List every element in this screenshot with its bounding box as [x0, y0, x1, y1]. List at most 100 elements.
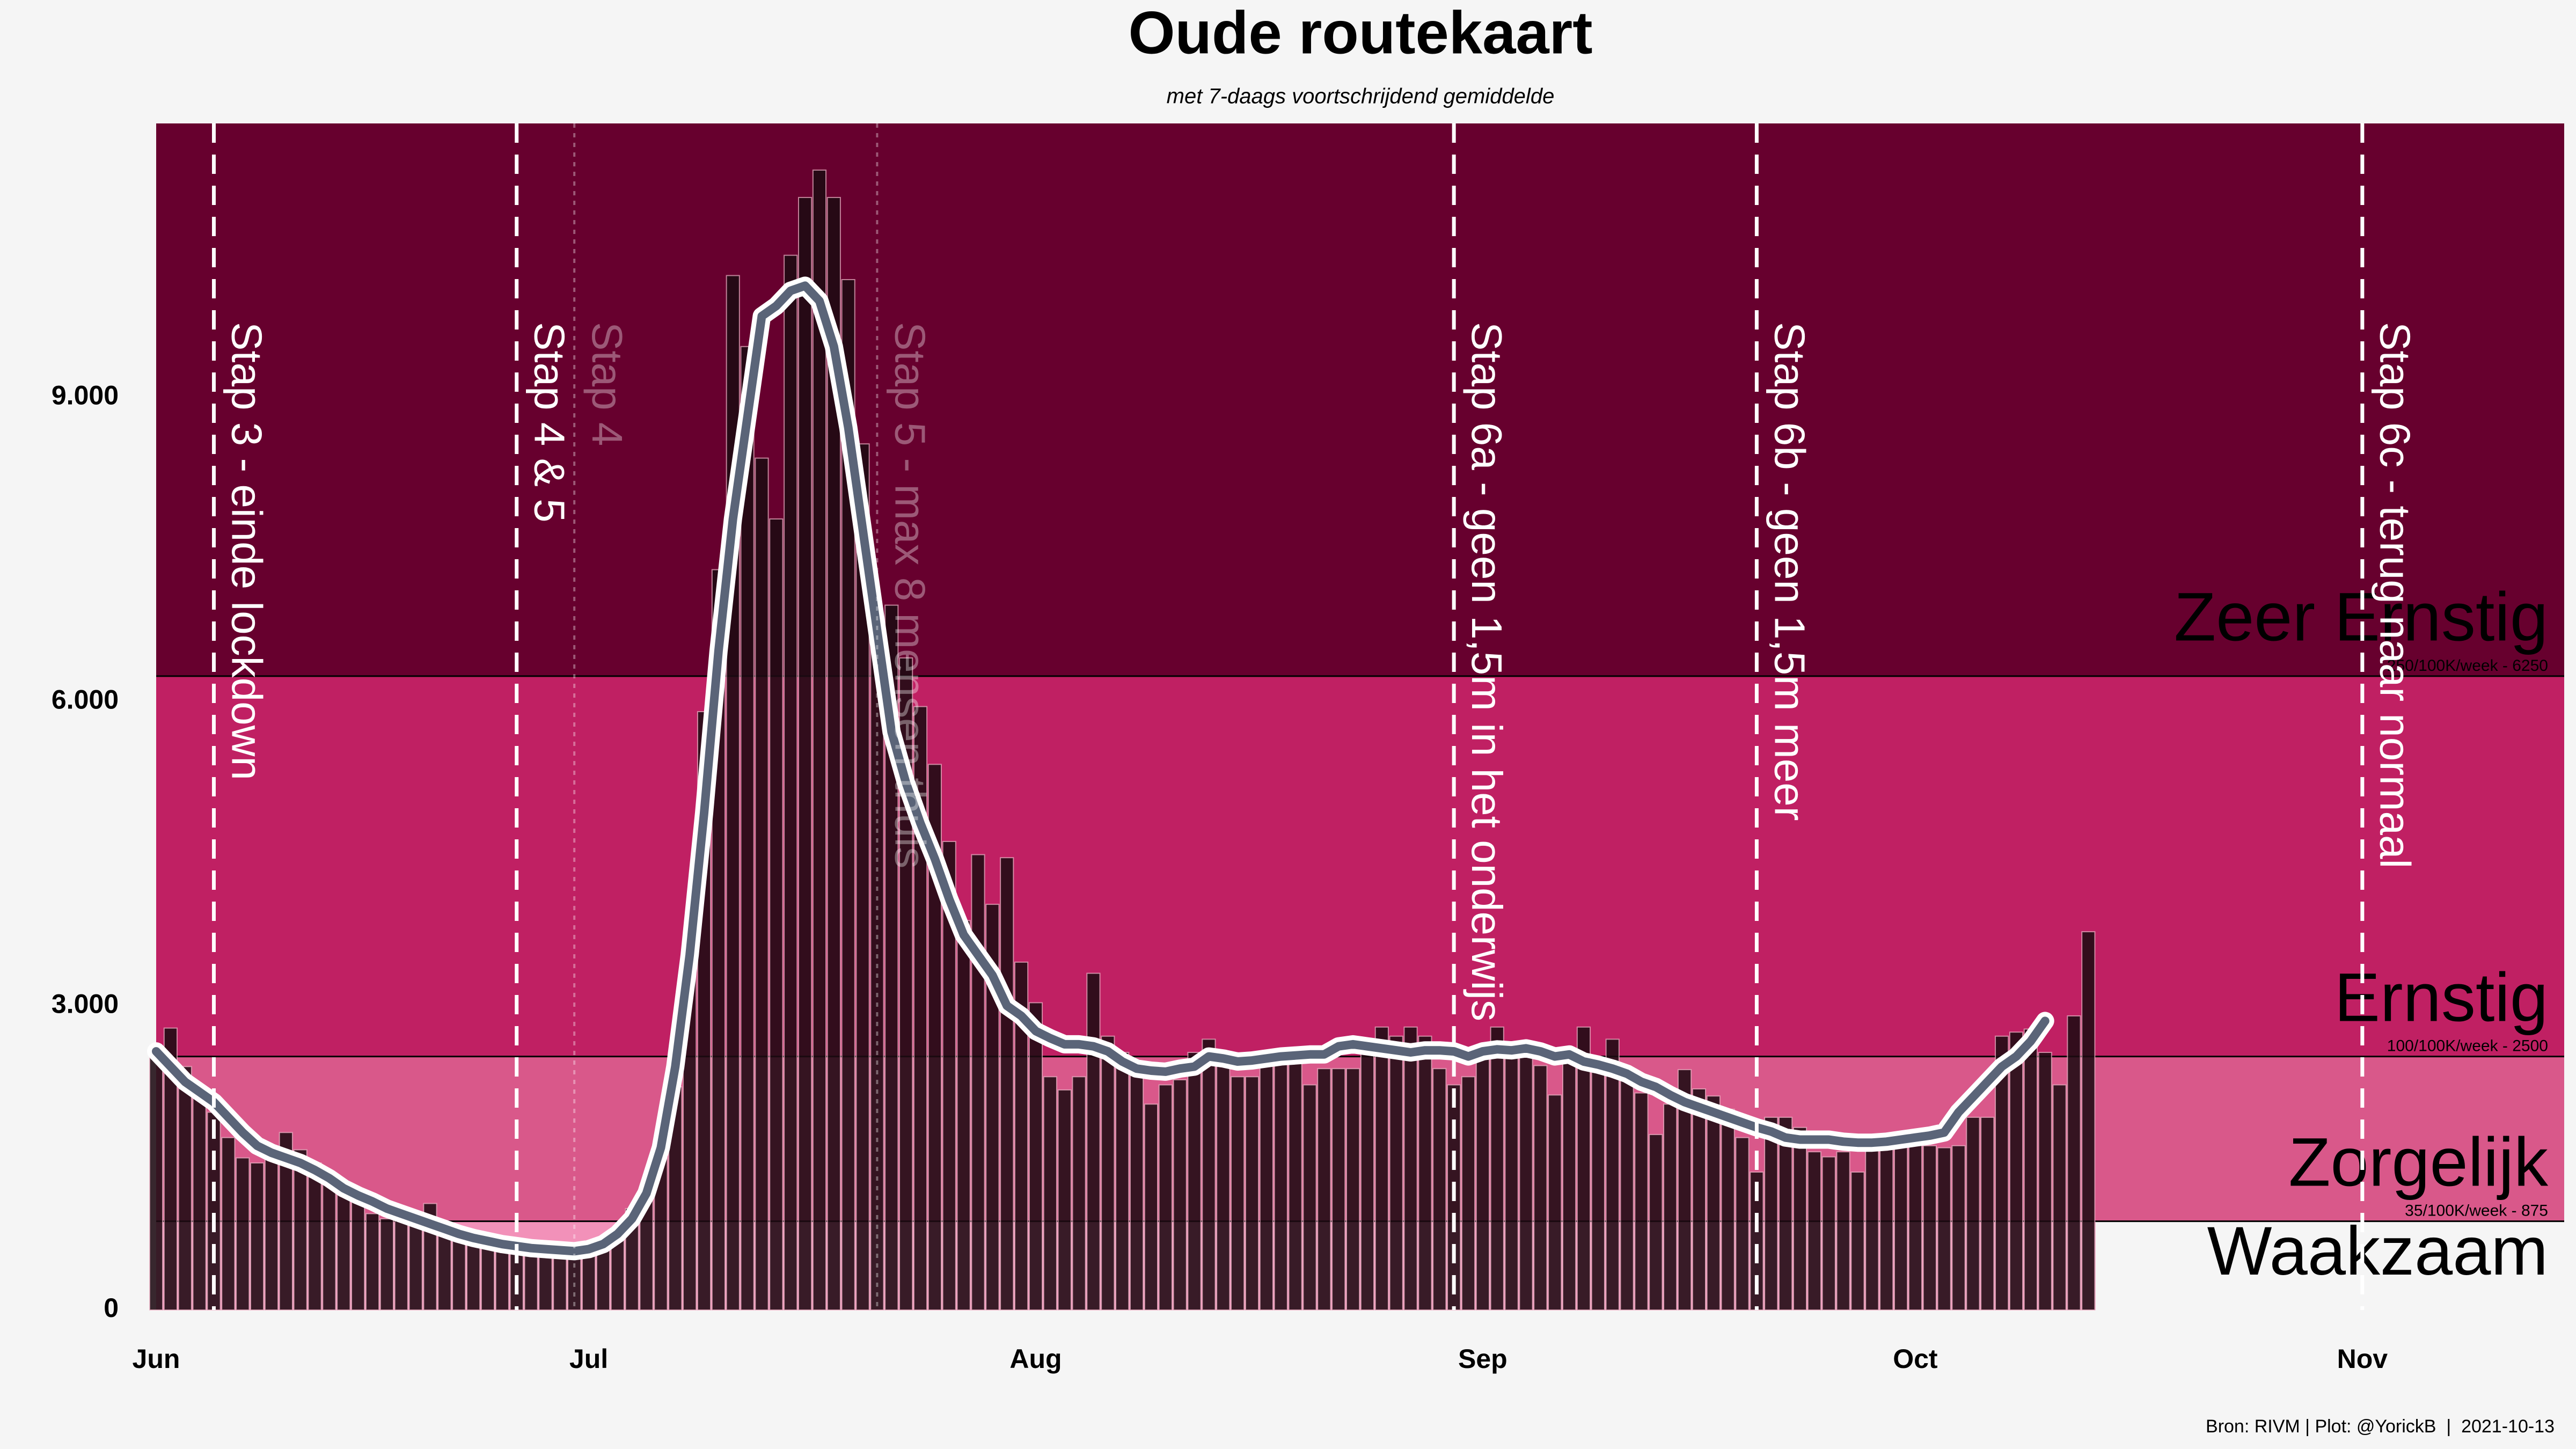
bar [596, 1248, 611, 1311]
bar [956, 920, 971, 1311]
event-label: Stap 4 [583, 322, 631, 446]
bar [1562, 1060, 1577, 1311]
band-label: Waakzaam [2207, 1213, 2548, 1290]
bar [264, 1157, 279, 1311]
bar [1951, 1145, 1966, 1311]
bar [1966, 1116, 1980, 1311]
event-label: Stap 5 - max 8 mensen thuis [886, 322, 934, 868]
bar [1173, 1079, 1187, 1311]
bar [1620, 1076, 1634, 1311]
bar [1302, 1084, 1317, 1311]
bar [1908, 1137, 1923, 1311]
bar [553, 1250, 567, 1311]
bar [2023, 1028, 2038, 1311]
bar [1360, 1052, 1375, 1311]
bar [1043, 1076, 1057, 1311]
bar [1591, 1068, 1605, 1311]
bar [1101, 1035, 1115, 1311]
bar [1216, 1065, 1231, 1311]
bar [1879, 1134, 1894, 1311]
bar [1202, 1038, 1216, 1311]
bar [1779, 1116, 1793, 1311]
bar [2038, 1052, 2052, 1311]
bar [2067, 1015, 2081, 1311]
bar [379, 1218, 394, 1311]
bar [1721, 1108, 1735, 1311]
bar [1288, 1060, 1302, 1311]
band [156, 1056, 2564, 1221]
bar [452, 1233, 466, 1311]
source: Bron: RIVM | Plot: @YorickB | 2021-10-13 [2206, 1416, 2555, 1437]
bar [1345, 1068, 1360, 1311]
bar [1245, 1076, 1260, 1311]
bar [581, 1253, 596, 1311]
bar [1548, 1094, 1562, 1311]
bar [1158, 1084, 1173, 1311]
bar [1057, 1089, 1072, 1311]
bar [1893, 1137, 1908, 1311]
bar [1663, 1103, 1678, 1311]
bar [2009, 1031, 2024, 1311]
bar [192, 1096, 207, 1311]
bar [1274, 1052, 1288, 1311]
bar [1634, 1092, 1649, 1311]
bar [322, 1172, 336, 1311]
x-tick-label: Sep [1458, 1344, 1507, 1374]
bar [149, 1045, 164, 1311]
bar [1764, 1116, 1779, 1311]
bar [178, 1066, 192, 1311]
bar [1187, 1052, 1202, 1311]
bar [1418, 1035, 1432, 1311]
bar [1374, 1026, 1389, 1311]
bar [755, 457, 769, 1311]
bar [2052, 1084, 2067, 1311]
bar [1605, 1038, 1620, 1311]
bar [1533, 1065, 1548, 1311]
bar [1389, 1035, 1403, 1311]
bar [1937, 1147, 1951, 1311]
y-tick-label: 6.000 [52, 684, 119, 714]
bar [1576, 1026, 1591, 1311]
bar [466, 1238, 481, 1311]
bar [336, 1182, 351, 1311]
bar [1649, 1134, 1663, 1311]
bar [1000, 857, 1014, 1311]
bar [1086, 972, 1101, 1311]
bar [1129, 1068, 1144, 1311]
bar [1028, 1002, 1043, 1311]
bar [1692, 1088, 1706, 1311]
event-label: Stap 3 - einde lockdown [223, 322, 270, 780]
event-label: Stap 4 & 5 [526, 322, 574, 523]
bar [971, 854, 985, 1311]
bar [394, 1220, 408, 1311]
band-label: Zorgelijk [2288, 1124, 2549, 1201]
bar [1995, 1035, 2009, 1311]
bar [769, 518, 784, 1311]
chart-subtitle: met 7-daags voortschrijdend gemiddelde [1167, 85, 1555, 108]
bar [250, 1162, 265, 1311]
threshold-label: 100/100K/week - 2500 [2387, 1037, 2548, 1055]
bar [2081, 931, 2096, 1311]
bar [1403, 1026, 1418, 1311]
bar [1504, 1052, 1519, 1311]
bar [1115, 1052, 1130, 1311]
y-tick-label: 9.000 [52, 380, 119, 410]
event-label: Stap 6b - geen 1,5m meer [1766, 322, 1813, 821]
bar [784, 254, 798, 1311]
bar [1836, 1151, 1850, 1311]
bar [1072, 1076, 1086, 1311]
bar [1865, 1145, 1879, 1311]
average-line [152, 281, 2050, 1256]
bar [1331, 1068, 1346, 1311]
bar [1432, 1068, 1447, 1311]
bar [1821, 1156, 1836, 1311]
bar [308, 1162, 322, 1311]
bar [1850, 1171, 1865, 1311]
bar [351, 1198, 365, 1311]
bar [1807, 1151, 1821, 1311]
bar [1144, 1103, 1159, 1311]
bar [812, 169, 827, 1311]
bar [1231, 1076, 1245, 1311]
